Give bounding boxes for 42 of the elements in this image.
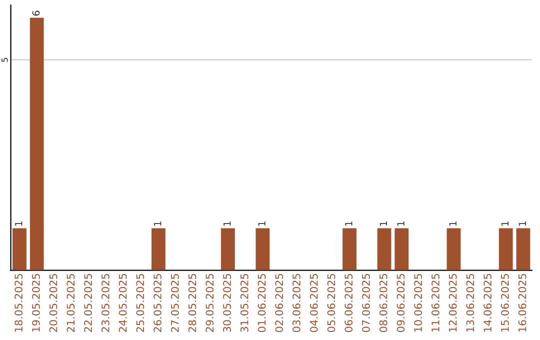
x-tick-label: 27.05.2025	[170, 274, 179, 332]
x-tick-label: 24.05.2025	[118, 274, 127, 332]
x-tick-label: 16.06.2025	[518, 274, 526, 332]
data-label: 1	[15, 222, 22, 226]
data-label: 1	[154, 222, 162, 226]
x-tick-label: 09.06.2025	[396, 274, 405, 332]
y-tick-label: 5	[2, 58, 8, 62]
x-tick-label: 18.05.2025	[14, 274, 23, 332]
data-label: 6	[32, 10, 40, 16]
x-tick-label: 06.06.2025	[344, 274, 353, 332]
data-label: 1	[258, 222, 266, 226]
x-tick-label: 04.06.2025	[310, 274, 318, 332]
x-tick-label: 03.06.2025	[292, 274, 300, 332]
x-tick-label: 28.05.2025	[188, 274, 196, 332]
x-tick-label: 02.06.2025	[275, 274, 284, 332]
x-tick-label: 08.06.2025	[379, 274, 388, 332]
x-tick-label: 14.06.2025	[484, 274, 492, 332]
x-tick-label: 21.05.2025	[66, 274, 75, 332]
x-tick-label: 05.06.2025	[327, 274, 336, 332]
x-tick-label: 13.06.2025	[466, 274, 474, 332]
data-label: 1	[345, 222, 352, 226]
data-label: 1	[501, 222, 509, 226]
data-label: 1	[380, 222, 387, 226]
x-tick-label: 07.06.2025	[362, 274, 370, 332]
x-tick-label: 11.06.2025	[432, 274, 440, 332]
x-tick-label: 30.05.2025	[223, 274, 231, 332]
x-tick-label: 22.05.2025	[84, 274, 92, 332]
data-label: 1	[449, 222, 456, 226]
data-label: 1	[397, 222, 404, 226]
data-label: 1	[224, 222, 231, 226]
x-tick-label: 01.06.2025	[258, 274, 266, 332]
x-tick-label: 31.05.2025	[240, 274, 248, 332]
x-tick-label: 12.06.2025	[448, 274, 457, 332]
x-tick-label: 10.06.2025	[414, 274, 422, 332]
x-tick-label: 20.05.2025	[49, 274, 58, 332]
x-tick-label: 29.05.2025	[206, 274, 214, 332]
x-tick-label: 15.06.2025	[500, 274, 509, 332]
x-tick-label: 19.05.2025	[32, 274, 40, 332]
x-tick-label: 23.05.2025	[101, 274, 110, 332]
x-tick-label: 25.05.2025	[136, 274, 144, 332]
data-label: 1	[518, 222, 526, 226]
x-tick-label: 26.05.2025	[154, 274, 162, 332]
